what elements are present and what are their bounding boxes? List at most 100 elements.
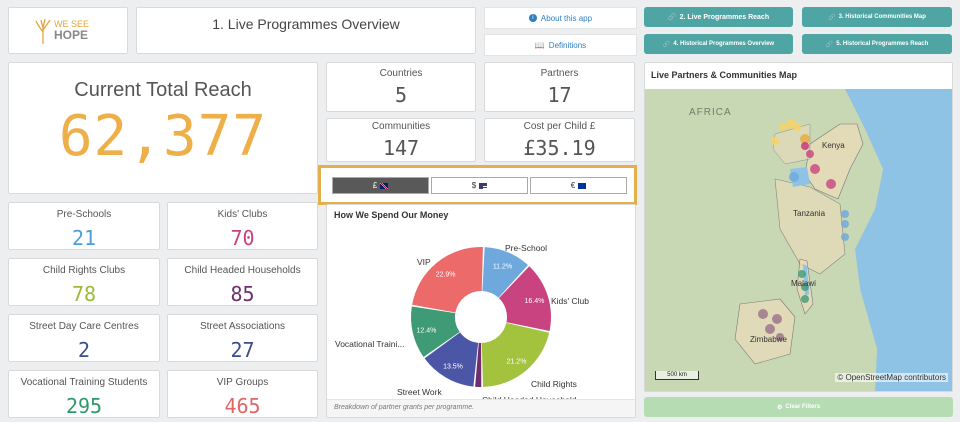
sheet-title: 1. Live Programmes Overview [212,16,400,32]
kpi-value: 78 [71,282,97,306]
clear-filters-button[interactable]: ⚙ Clear Filters [644,397,953,417]
about-link[interactable]: i About this app [484,7,637,29]
filter-clear-icon: ⚙ [776,404,783,411]
kpi-kids-clubs: Kids' Clubs 70 [167,202,318,250]
donut-category-label: Kids' Club [551,296,589,306]
donut-value-label: 16.4% [524,298,544,305]
link-icon: 🔗 [828,14,836,21]
kpi-label: Pre-Schools [56,209,112,220]
us-flag-icon [479,182,488,189]
partners-label: Partners [540,67,579,79]
donut-slice-child-rights[interactable] [481,322,550,387]
donut-value-label: 11.2% [493,263,512,270]
kpi-value: 85 [230,282,255,306]
kpi-pre-schools: Pre-Schools 21 [8,202,160,250]
spend-chart-card: How We Spend Our Money 11.2% Pre-School 16… [326,204,636,418]
kpi-value: 70 [230,226,255,250]
spend-chart-footer-text: Breakdown of partner grants per programm… [334,404,475,411]
map-label-kenya: Kenya [822,141,845,150]
donut-category-label: Pre-School [505,243,547,253]
communities-label: Communities [371,120,431,132]
logo-line2: HOPE [54,27,89,42]
map-scale-bar: 500 km [655,371,699,380]
donut-category-label: VIP [417,257,431,267]
eu-flag-icon [578,182,587,189]
link-icon: 🔗 [825,41,834,48]
donut-slice-child-headed-household[interactable] [475,342,482,387]
countries-label: Countries [379,67,423,79]
donut-value-label: 12.4% [417,328,437,335]
total-reach-card: Current Total Reach 62,377 [8,62,318,194]
countries-card: Countries 5 [326,62,476,112]
sheet-title-card: 1. Live Programmes Overview [136,7,476,54]
donut-value-label: 22.9% [436,272,456,279]
communities-value: 147 [382,135,420,160]
logo: WE SEE HOPE [35,16,89,44]
logo-card: WE SEE HOPE [8,7,128,54]
spend-chart-footer: Breakdown of partner grants per programm… [327,399,635,417]
kpi-street-day-care: Street Day Care Centres 2 [8,314,160,362]
map-label-zimbabwe: Zimbabwe [750,335,787,344]
cost-card: Cost per Child £ £35.19 [484,118,635,162]
kpi-value: 2 [77,338,91,362]
map-scale-label: 500 km [667,372,687,378]
map-card: Live Partners & Communities Map [644,62,953,392]
countries-value: 5 [394,82,408,107]
donut-slice-vip[interactable] [412,247,483,313]
donut-value-label: 21.2% [507,358,527,365]
cost-label: Cost per Child £ [523,120,596,132]
nav-button-live-reach[interactable]: 🔗 2. Live Programmes Reach [644,7,793,27]
donut-slice-vocational-traini[interactable] [411,306,460,357]
tree-icon [35,18,51,44]
kpi-value: 295 [65,394,103,418]
nav-button-label: 5. Historical Programmes Reach [836,41,929,47]
kpi-child-rights-clubs: Child Rights Clubs 78 [8,258,160,306]
currency-label: £ [372,181,378,190]
kpi-label: Street Day Care Centres [29,321,139,332]
book-icon: 📖 [534,40,545,50]
kpi-vip-groups: VIP Groups 465 [167,370,318,418]
kpi-value: 465 [224,394,261,418]
total-reach-title: Current Total Reach [74,79,252,101]
logo-line1: WE SEE [54,18,90,29]
donut-slice-pre-school[interactable] [482,247,528,298]
kpi-label: Kids' Clubs [217,209,268,220]
info-icon: i [528,14,537,22]
partners-card: Partners 17 [484,62,635,112]
currency-label: $ [471,181,477,190]
nav-button-label: 4. Historical Programmes Overview [673,41,775,47]
nav-button-historical-overview[interactable]: 🔗 4. Historical Programmes Overview [644,34,793,54]
nav-button-historical-reach[interactable]: 🔗 5. Historical Programmes Reach [802,34,952,54]
communities-card: Communities 147 [326,118,476,162]
cost-value: £35.19 [523,135,596,160]
link-icon: 🔗 [662,41,671,48]
nav-button-label: 3. Historical Communities Map [838,14,926,20]
currency-gbp-button[interactable]: £ [332,177,429,194]
map[interactable]: AFRICA Kenya Tanzania Malawi Zimbabwe 50… [645,89,952,391]
kpi-label: Child Headed Households [184,265,301,276]
spend-donut-chart[interactable]: 11.2% Pre-School 16.4% Kids' Club 21.2% Child… [327,219,635,405]
currency-eur-button[interactable]: € [530,177,627,194]
kpi-label: VIP Groups [216,377,269,388]
donut-slice-street-work[interactable] [424,332,479,387]
definitions-link[interactable]: 📖 Definitions [484,34,637,56]
donut-value-label: 13.5% [443,363,463,370]
map-title: Live Partners & Communities Map [651,70,798,80]
nav-button-historical-map[interactable]: 🔗 3. Historical Communities Map [802,7,952,27]
link-icon: 🔗 [667,14,677,21]
currency-label: € [570,181,576,190]
partners-value: 17 [547,82,572,107]
donut-slice-kids-club[interactable] [498,266,551,331]
map-label-tanzania: Tanzania [793,209,826,218]
kpi-value: 21 [71,226,97,250]
kpi-street-associations: Street Associations 27 [167,314,318,362]
spend-chart-title: How We Spend Our Money [334,210,449,220]
uganda-shape [772,123,811,165]
currency-usd-button[interactable]: $ [431,177,528,194]
kpi-label: Child Rights Clubs [42,265,126,276]
about-link-label: About this app [540,13,593,23]
map-region-label: AFRICA [689,107,732,118]
map-background [645,89,952,391]
kpi-child-headed-households: Child Headed Households 85 [167,258,318,306]
map-attribution[interactable]: © OpenStreetMap contributors [835,373,948,382]
